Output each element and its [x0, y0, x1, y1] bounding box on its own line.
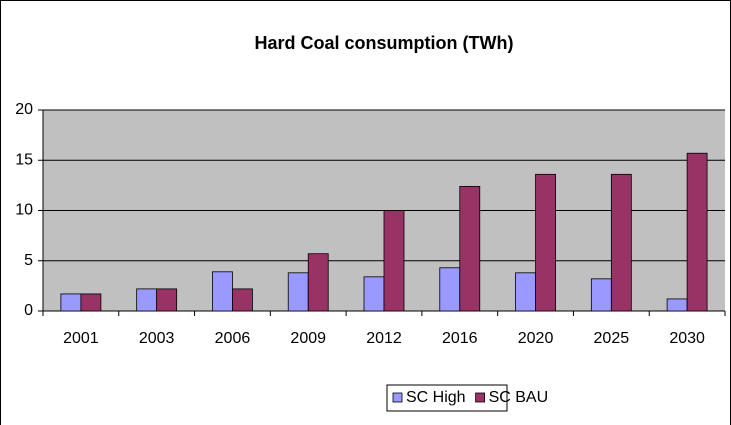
- bar: [307, 253, 329, 312]
- bar: [363, 276, 385, 312]
- bar: [686, 152, 708, 312]
- legend-box: [386, 384, 508, 412]
- bar: [610, 173, 632, 312]
- bar: [666, 298, 688, 312]
- x-tick-label: 2001: [63, 330, 99, 347]
- bar: [80, 293, 102, 312]
- legend-label: SC BAU: [489, 389, 549, 406]
- bar: [156, 288, 178, 312]
- bar: [287, 272, 309, 312]
- y-tick-label: 5: [24, 252, 33, 269]
- bar: [459, 185, 481, 312]
- bar: [383, 210, 405, 312]
- legend-swatch: [475, 392, 485, 403]
- x-tick-label: 2009: [290, 330, 326, 347]
- bar: [60, 293, 82, 312]
- bar: [535, 173, 556, 312]
- bar: [232, 288, 253, 312]
- bar: [590, 278, 612, 312]
- bar: [439, 267, 461, 312]
- bar: [212, 271, 233, 312]
- bar: [515, 272, 536, 312]
- y-tick-label: 10: [15, 202, 33, 219]
- legend-swatch: [392, 392, 403, 403]
- y-tick-label: 0: [24, 302, 33, 319]
- x-tick-label: 2025: [594, 330, 630, 347]
- x-tick-label: 2030: [669, 330, 705, 347]
- y-tick-label: 20: [15, 101, 33, 118]
- bar: [136, 288, 158, 312]
- x-tick-label: 2016: [442, 330, 478, 347]
- x-tick-label: 2003: [139, 330, 175, 347]
- chart-title: Hard Coal consumption (TWh): [255, 33, 514, 53]
- x-tick-label: 2020: [518, 330, 554, 347]
- legend-label: SC High: [406, 389, 466, 406]
- y-tick-label: 15: [15, 151, 33, 168]
- x-tick-label: 2006: [215, 330, 251, 347]
- x-tick-label: 2012: [366, 330, 402, 347]
